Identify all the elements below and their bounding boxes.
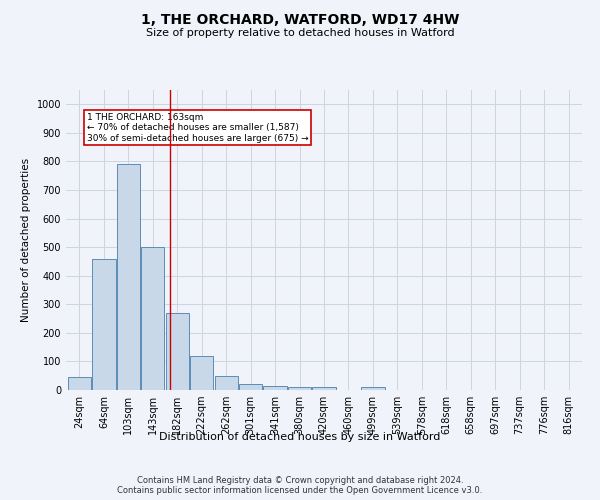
Bar <box>263 386 287 390</box>
Text: Distribution of detached houses by size in Watford: Distribution of detached houses by size … <box>160 432 440 442</box>
Bar <box>117 164 140 390</box>
Bar <box>166 313 189 390</box>
Bar <box>313 387 335 390</box>
Bar <box>190 356 214 390</box>
Text: Contains HM Land Registry data © Crown copyright and database right 2024.
Contai: Contains HM Land Registry data © Crown c… <box>118 476 482 495</box>
Text: 1, THE ORCHARD, WATFORD, WD17 4HW: 1, THE ORCHARD, WATFORD, WD17 4HW <box>141 12 459 26</box>
Y-axis label: Number of detached properties: Number of detached properties <box>21 158 31 322</box>
Bar <box>239 384 262 390</box>
Bar <box>92 258 116 390</box>
Text: 1 THE ORCHARD: 163sqm
← 70% of detached houses are smaller (1,587)
30% of semi-d: 1 THE ORCHARD: 163sqm ← 70% of detached … <box>87 113 308 142</box>
Bar <box>68 377 91 390</box>
Bar <box>215 376 238 390</box>
Text: Size of property relative to detached houses in Watford: Size of property relative to detached ho… <box>146 28 454 38</box>
Bar <box>141 247 164 390</box>
Bar <box>361 387 385 390</box>
Bar <box>288 387 311 390</box>
